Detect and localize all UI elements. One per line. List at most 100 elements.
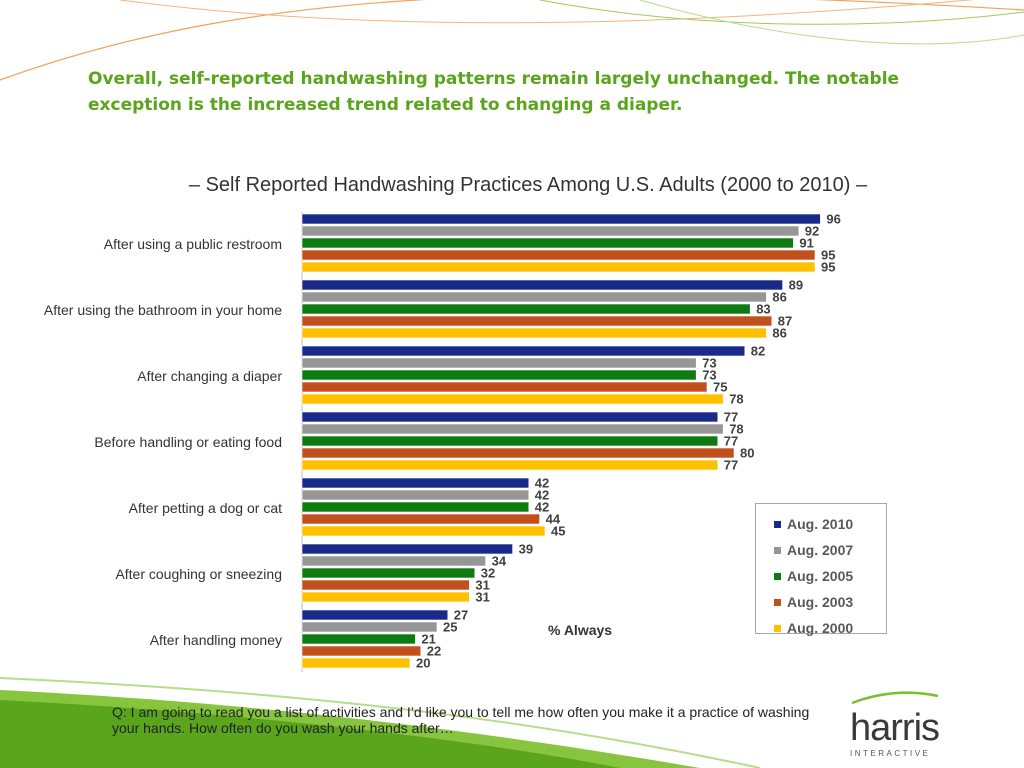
bar [301, 501, 530, 513]
bar [301, 477, 530, 489]
data-label: 78 [729, 392, 743, 407]
category-label: After coughing or sneezing [115, 565, 282, 582]
data-label: 73 [702, 356, 716, 371]
bar [301, 261, 816, 273]
chart-legend: Aug. 2010 Aug. 2007 Aug. 2005 Aug. 2003 Aug.… [755, 503, 887, 636]
bar [301, 381, 708, 393]
bar [301, 555, 486, 567]
logo-swoosh-icon [851, 691, 939, 705]
bar [301, 213, 821, 225]
bar [301, 525, 546, 537]
data-label: 21 [421, 632, 435, 647]
headline: Overall, self-reported handwashing patte… [88, 69, 900, 115]
legend-swatch [774, 546, 781, 554]
data-label: 77 [724, 458, 738, 473]
bar [301, 357, 697, 369]
data-label: 95 [821, 248, 835, 263]
bar [301, 393, 724, 405]
data-label: 39 [519, 542, 533, 557]
data-label: 42 [535, 500, 549, 515]
legend-label: Aug. 2000 [787, 620, 854, 636]
bar [301, 489, 530, 501]
bar [301, 249, 816, 261]
data-label: 31 [475, 590, 489, 605]
bar [301, 345, 746, 357]
bar [301, 225, 800, 237]
chart-subtitle: – Self Reported Handwashing Practices Am… [188, 174, 868, 196]
bar [301, 633, 416, 645]
data-label: 83 [756, 302, 770, 317]
legend-swatch [774, 572, 781, 580]
data-label: 91 [799, 236, 813, 251]
legend-label: Aug. 2003 [787, 594, 854, 610]
legend-label: Aug. 2005 [787, 568, 854, 584]
data-label: 31 [475, 578, 489, 593]
bar [301, 369, 697, 381]
data-label: 20 [416, 656, 430, 671]
bar [301, 303, 751, 315]
category-label: After handling money [149, 631, 282, 648]
data-label: 34 [492, 554, 507, 569]
bar [301, 291, 767, 303]
legend-item: Aug. 2005 [756, 563, 886, 589]
bar [301, 279, 783, 291]
bar [301, 567, 476, 579]
data-label: 25 [443, 620, 457, 635]
category-label: After using the bathroom in your home [43, 301, 282, 318]
data-label: 89 [789, 278, 803, 293]
data-label: 82 [751, 344, 765, 359]
data-label: 27 [454, 608, 468, 623]
legend-label: Aug. 2007 [787, 542, 854, 558]
data-label: 87 [778, 314, 792, 329]
bar [301, 513, 540, 525]
data-label: 86 [772, 290, 786, 305]
bar [301, 459, 719, 471]
data-label: 86 [772, 326, 786, 341]
bar [301, 591, 470, 603]
legend-swatch [774, 520, 781, 528]
bar [301, 645, 422, 657]
legend-item: Aug. 2003 [756, 589, 886, 615]
legend-swatch [774, 624, 781, 632]
category-label: Before handling or eating food [94, 433, 282, 450]
legend-item: Aug. 2010 [756, 511, 886, 537]
bar [301, 237, 794, 249]
bar [301, 657, 411, 669]
bar [301, 543, 513, 555]
data-label: 95 [821, 260, 835, 275]
category-label: After petting a dog or cat [128, 499, 282, 516]
data-label: 22 [427, 644, 441, 659]
data-label: 80 [740, 446, 754, 461]
logo-subtext: INTERACTIVE [850, 749, 931, 758]
x-axis-label: % Always [548, 622, 613, 638]
legend-item: Aug. 2000 [756, 615, 886, 641]
data-label: 44 [546, 512, 561, 527]
bar [301, 423, 724, 435]
category-label: After using a public restroom [103, 235, 282, 252]
bar [301, 315, 773, 327]
bar [301, 411, 719, 423]
legend-swatch [774, 598, 781, 606]
bar [301, 609, 449, 621]
bar [301, 579, 470, 591]
data-label: 45 [551, 524, 565, 539]
legend-item: Aug. 2007 [756, 537, 886, 563]
data-label: 96 [826, 212, 840, 227]
data-label: 78 [729, 422, 743, 437]
category-label: After changing a diaper [137, 367, 282, 384]
data-label: 42 [535, 488, 549, 503]
data-label: 73 [702, 368, 716, 383]
bar [301, 327, 767, 339]
logo-wordmark: harris [850, 707, 940, 749]
survey-question-footnote: Q: I am going to read you a list of acti… [112, 704, 810, 736]
data-label: 32 [481, 566, 495, 581]
harris-interactive-logo: harris INTERACTIVE [850, 690, 940, 758]
data-label: 42 [535, 476, 549, 491]
bar [301, 435, 719, 447]
data-label: 77 [724, 434, 738, 449]
bar [301, 621, 438, 633]
legend-label: Aug. 2010 [787, 516, 854, 532]
data-label: 75 [713, 380, 727, 395]
